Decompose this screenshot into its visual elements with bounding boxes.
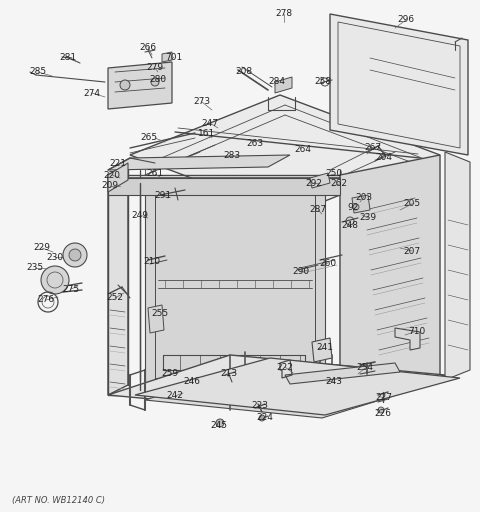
Polygon shape — [108, 155, 290, 170]
Text: 262: 262 — [331, 180, 348, 188]
Text: 265: 265 — [141, 134, 157, 142]
Text: 203: 203 — [355, 193, 372, 202]
Text: 220: 220 — [104, 170, 120, 180]
Text: 296: 296 — [397, 15, 415, 25]
Circle shape — [41, 266, 69, 294]
Circle shape — [259, 415, 265, 421]
Text: 290: 290 — [292, 267, 310, 276]
Text: 221: 221 — [109, 159, 127, 167]
Text: 235: 235 — [26, 264, 44, 272]
Text: 239: 239 — [360, 214, 377, 223]
Text: 210: 210 — [144, 258, 161, 267]
Polygon shape — [352, 195, 370, 213]
Text: 245: 245 — [211, 421, 228, 431]
Text: 254: 254 — [357, 364, 373, 373]
Text: 209: 209 — [101, 181, 119, 190]
Polygon shape — [148, 305, 164, 333]
Text: 285: 285 — [29, 68, 47, 76]
Polygon shape — [145, 185, 325, 385]
Text: 223: 223 — [252, 400, 268, 410]
Polygon shape — [108, 62, 172, 109]
Polygon shape — [135, 358, 460, 415]
Text: 226: 226 — [374, 409, 392, 417]
Text: 287: 287 — [310, 205, 326, 215]
Text: 205: 205 — [403, 200, 420, 208]
Text: 263: 263 — [246, 139, 264, 147]
Polygon shape — [330, 14, 468, 155]
Text: 227: 227 — [375, 394, 393, 402]
Text: 276: 276 — [37, 295, 55, 305]
Circle shape — [151, 78, 159, 86]
Text: 710: 710 — [408, 327, 426, 335]
Text: 248: 248 — [341, 221, 359, 229]
Text: 701: 701 — [166, 53, 182, 61]
Text: (ART NO. WB12140 C): (ART NO. WB12140 C) — [12, 496, 105, 504]
Text: 247: 247 — [202, 118, 218, 127]
Polygon shape — [340, 155, 440, 395]
Text: 213: 213 — [220, 370, 238, 378]
Circle shape — [378, 407, 384, 413]
Text: 266: 266 — [139, 42, 156, 52]
Text: 252: 252 — [107, 293, 123, 303]
Polygon shape — [310, 173, 330, 188]
Circle shape — [353, 204, 359, 210]
Text: 222: 222 — [276, 362, 293, 372]
Text: 204: 204 — [375, 154, 393, 162]
Text: 274: 274 — [84, 89, 100, 97]
Text: 292: 292 — [305, 179, 323, 187]
Text: 243: 243 — [325, 376, 343, 386]
Polygon shape — [108, 355, 445, 415]
Circle shape — [63, 243, 87, 267]
Text: 278: 278 — [276, 10, 293, 18]
Polygon shape — [445, 152, 470, 380]
Text: 283: 283 — [223, 151, 240, 160]
Circle shape — [69, 249, 81, 261]
Polygon shape — [130, 95, 440, 215]
Text: 273: 273 — [193, 97, 211, 106]
Text: 281: 281 — [60, 53, 77, 61]
Circle shape — [120, 80, 130, 90]
Text: 279: 279 — [146, 63, 164, 73]
Text: 224: 224 — [257, 414, 274, 422]
Polygon shape — [285, 363, 400, 384]
Text: 275: 275 — [62, 285, 80, 293]
Text: 267: 267 — [364, 143, 382, 153]
Text: 250: 250 — [325, 169, 343, 179]
Text: 260: 260 — [319, 259, 336, 267]
Text: 291: 291 — [155, 191, 171, 201]
Text: 258: 258 — [314, 76, 332, 86]
Text: 261: 261 — [146, 169, 164, 179]
Text: 241: 241 — [316, 344, 334, 352]
Text: 161: 161 — [198, 130, 216, 139]
Polygon shape — [162, 52, 172, 62]
Text: 284: 284 — [268, 76, 286, 86]
Polygon shape — [275, 77, 292, 93]
Text: 280: 280 — [149, 75, 167, 83]
Polygon shape — [395, 328, 420, 350]
Text: 259: 259 — [161, 370, 179, 378]
Text: 255: 255 — [151, 309, 168, 317]
Text: 249: 249 — [132, 210, 148, 220]
Text: 264: 264 — [295, 145, 312, 155]
Text: 92: 92 — [348, 203, 359, 212]
Polygon shape — [108, 163, 128, 395]
Polygon shape — [312, 338, 332, 362]
Text: 230: 230 — [47, 252, 63, 262]
Text: 207: 207 — [403, 246, 420, 255]
Text: 208: 208 — [235, 68, 252, 76]
Text: 242: 242 — [167, 392, 183, 400]
Polygon shape — [108, 178, 340, 195]
Text: 246: 246 — [183, 377, 201, 387]
Polygon shape — [108, 163, 128, 192]
Text: 229: 229 — [34, 244, 50, 252]
Circle shape — [216, 419, 224, 427]
Polygon shape — [145, 362, 445, 418]
